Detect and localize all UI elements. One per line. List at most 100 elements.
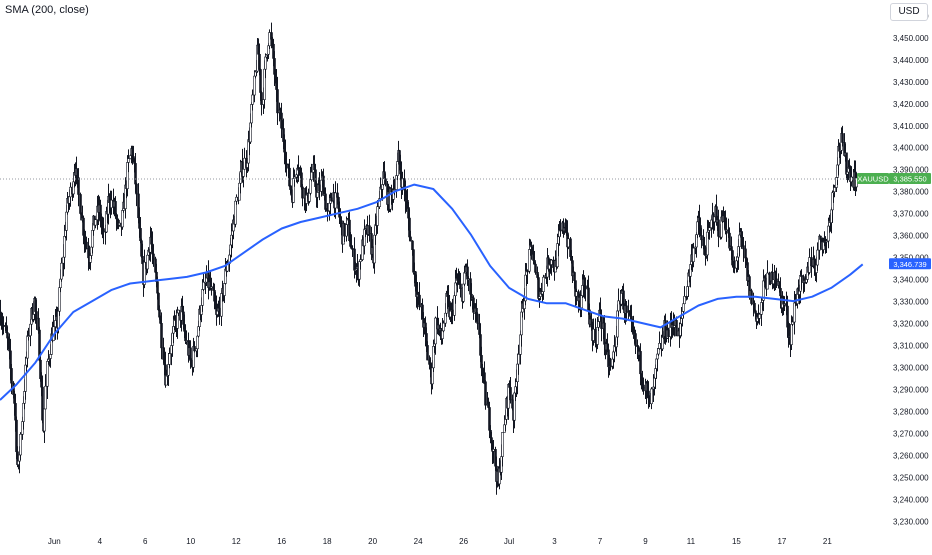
date-tick-label: 11 (687, 537, 696, 546)
price-tick-label: 3,340.000 (893, 276, 929, 285)
candle-body (625, 305, 628, 313)
candle-body (309, 179, 312, 194)
sma-line (0, 183, 864, 401)
candle-body (639, 351, 642, 375)
candle-body (411, 240, 414, 250)
candle-body (700, 235, 703, 241)
candle-body (368, 225, 371, 234)
candle-body (264, 56, 267, 70)
candle-body (825, 240, 828, 243)
price-tick-label: 3,380.000 (893, 188, 929, 197)
date-tick-label: 24 (414, 537, 423, 546)
price-tick-label: 3,430.000 (893, 78, 929, 87)
candle-body (94, 219, 97, 226)
price-tick-label: 3,310.000 (893, 342, 929, 351)
candle-body (603, 322, 606, 345)
candle-body (584, 285, 587, 289)
candle-body (442, 322, 445, 332)
candle-body (434, 317, 437, 345)
candle-body (63, 236, 66, 258)
date-tick-label: 3 (552, 537, 557, 546)
candle-body (766, 272, 769, 290)
candle-body (218, 307, 221, 317)
candle-body (708, 227, 711, 231)
candle-body (816, 249, 819, 266)
currency-button[interactable]: USD (890, 3, 928, 21)
price-tick-label: 3,260.000 (893, 451, 929, 460)
price-tick-label: 3,450.000 (893, 34, 929, 43)
date-tick-label: 10 (186, 537, 195, 546)
candle-body (49, 354, 52, 359)
candle-body (235, 196, 238, 202)
candle-body (210, 286, 213, 289)
candle-body (642, 384, 645, 389)
candle-body (310, 171, 313, 181)
price-tick-label: 3,270.000 (893, 429, 929, 438)
candle-body (517, 354, 520, 365)
date-tick-label: 12 (232, 537, 241, 546)
candle-body (77, 177, 80, 195)
candle-body (542, 276, 545, 292)
candle-body (201, 289, 204, 306)
candle-body (559, 229, 562, 232)
candle-body (501, 432, 504, 457)
price-tick-label: 3,240.000 (893, 495, 929, 504)
date-tick-label: 16 (277, 537, 286, 546)
candle-body (744, 248, 747, 259)
candle-body (384, 178, 387, 185)
date-tick-label: 26 (459, 537, 468, 546)
sma-value-badge (889, 258, 931, 270)
candle-body (418, 294, 421, 308)
candle-body (288, 167, 291, 187)
candle-body (121, 210, 124, 228)
candle-body (10, 368, 13, 384)
price-badges: XAUUSD 3,385.550 3,346.739 (857, 172, 931, 270)
candle-body (43, 408, 46, 432)
candle-body (258, 53, 261, 70)
candle-body (146, 254, 149, 270)
date-tick-label: Jun (48, 537, 61, 546)
candle-body (459, 283, 462, 289)
candle-body (152, 253, 155, 260)
candle-body (409, 236, 412, 242)
price-tick-label: 3,290.000 (893, 385, 929, 394)
price-tick-label: 3,360.000 (893, 232, 929, 241)
indicator-legend[interactable]: SMA (200, close) (5, 4, 89, 16)
candle-body (359, 259, 362, 262)
date-tick-label: 15 (732, 537, 741, 546)
candle-body (44, 385, 47, 410)
candle-body (127, 158, 130, 163)
candle-body (717, 219, 720, 237)
price-tick-label: 3,330.000 (893, 298, 929, 307)
candle-body (683, 296, 686, 305)
candle-body (393, 189, 396, 191)
candle-body (509, 387, 512, 401)
candle-body (316, 192, 319, 198)
candle-body (253, 75, 256, 96)
candle-body (251, 94, 254, 105)
candle-body (79, 194, 82, 214)
price-tick-label: 3,250.000 (893, 473, 929, 482)
candle-body (833, 187, 836, 192)
candle-body (609, 365, 612, 368)
candle-body (490, 437, 493, 441)
candle-body (35, 311, 38, 319)
symbol-tag (857, 172, 889, 184)
candle-body (196, 335, 199, 350)
candle-body (185, 340, 188, 342)
candle-body (168, 353, 171, 365)
candle-body (223, 283, 226, 296)
candle-body (779, 288, 782, 297)
time-axis[interactable]: Jun 4 6 10 12 16 18 20 24 26 Jul 3 7 9 11 15 17 21 (48, 537, 833, 546)
candle-body (2, 325, 5, 327)
candle-body (19, 433, 22, 456)
candle-body (118, 222, 121, 226)
candle-body (675, 320, 678, 337)
candle-body (110, 199, 113, 208)
candle-body (202, 281, 205, 290)
candle-body (102, 228, 105, 232)
candle-body (647, 390, 650, 397)
candle-body (143, 261, 146, 285)
